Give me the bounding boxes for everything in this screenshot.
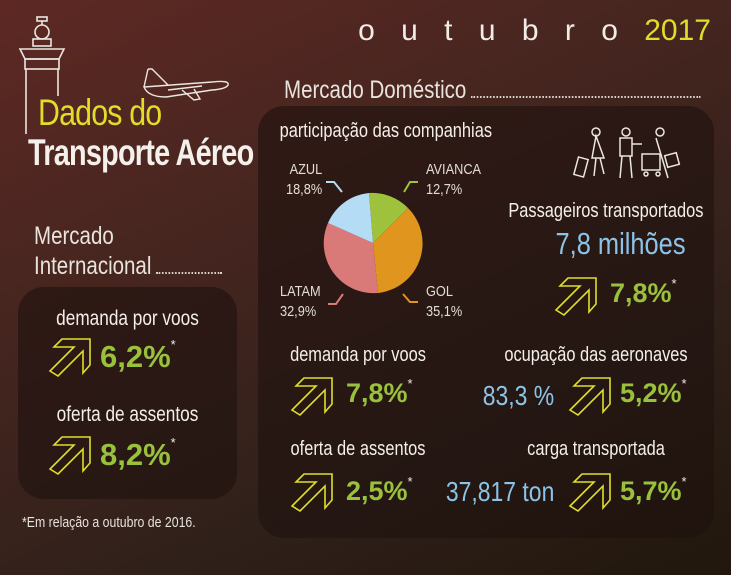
footnote-marker: * xyxy=(170,337,176,352)
intl-seats-change: 8,2%* xyxy=(100,435,176,473)
legend-label: LATAM xyxy=(280,283,321,300)
domestic-demand-change: 7,8%* xyxy=(346,376,413,409)
up-right-arrow-icon xyxy=(554,277,597,317)
up-right-arrow-icon xyxy=(568,473,611,513)
slice-gol xyxy=(373,208,423,293)
domestic-demand-label: demanda por voos xyxy=(290,344,426,366)
passengers-value: 7,8 milhões xyxy=(556,226,686,261)
dotted-leader xyxy=(156,272,222,274)
cargo-value: 37,817 ton xyxy=(445,476,554,507)
slice-avianca xyxy=(369,192,408,243)
title-line2: Transporte Aéreo xyxy=(28,132,254,173)
travelers-icon xyxy=(572,127,681,179)
domestic-seats-label: oferta de assentos xyxy=(290,438,426,460)
footnote-marker: * xyxy=(681,376,687,391)
change-value: 5,7% xyxy=(620,476,682,506)
legend-value: 18,8% xyxy=(286,181,323,198)
up-right-arrow-icon xyxy=(290,473,333,513)
legend-azul: AZUL 18,8% xyxy=(286,160,322,200)
slice-azul xyxy=(328,193,373,243)
change-value: 7,8% xyxy=(610,278,672,308)
up-right-arrow-icon xyxy=(48,436,91,476)
domestic-title: Mercado Doméstico xyxy=(284,76,701,105)
domestic-title-text: Mercado Doméstico xyxy=(284,76,467,104)
footnote-marker: * xyxy=(681,474,687,489)
domestic-seats-change: 2,5%* xyxy=(346,474,413,507)
legend-value: 12,7% xyxy=(426,181,463,198)
footnote-marker: * xyxy=(170,435,176,450)
occupancy-value: 83,3 % xyxy=(482,380,554,411)
legend-latam: LATAM 32,9% xyxy=(280,282,321,322)
cargo-change: 5,7%* xyxy=(620,474,687,507)
passengers-label: Passageiros transportados xyxy=(508,200,704,222)
airplane-icon xyxy=(142,68,229,101)
footnote-marker: * xyxy=(407,376,413,391)
intl-title-text: Internacional xyxy=(34,252,152,280)
occupancy-change: 5,2%* xyxy=(620,376,687,409)
control-tower-icon xyxy=(18,16,66,134)
change-value: 5,2% xyxy=(620,378,682,408)
legend-label: AVIANCA xyxy=(426,161,482,178)
market-share-pie xyxy=(323,181,423,305)
up-right-arrow-icon xyxy=(48,338,91,378)
up-right-arrow-icon xyxy=(290,377,333,417)
intl-seats-label: oferta de assentos xyxy=(56,403,199,426)
intl-title-line2: Internacional xyxy=(34,252,222,281)
legend-label: GOL xyxy=(426,283,453,300)
title-line1: Dados do xyxy=(38,92,162,133)
month-label: o u t u b r o xyxy=(358,14,627,47)
slice-latam xyxy=(323,223,378,294)
cargo-label: carga transportada xyxy=(527,438,665,460)
change-value: 2,5% xyxy=(346,476,408,506)
legend-value: 32,9% xyxy=(280,303,317,320)
legend-avianca: AVIANCA 12,7% xyxy=(426,160,481,200)
change-value: 6,2% xyxy=(100,339,171,374)
occupancy-label: ocupação das aeronaves xyxy=(504,344,688,366)
up-right-arrow-icon xyxy=(568,377,611,417)
change-value: 7,8% xyxy=(346,378,408,408)
change-value: 8,2% xyxy=(100,437,171,472)
year-label: 2017 xyxy=(644,14,711,47)
intl-demand-label: demanda por voos xyxy=(56,307,199,330)
legend-label: AZUL xyxy=(289,161,323,178)
month-year: o u t u b r o 2017 xyxy=(358,14,711,48)
intl-title-line1: Mercado xyxy=(34,222,114,250)
footnote: *Em relação a outubro de 2016. xyxy=(22,514,196,531)
domestic-box: participação das companhias AZUL 18,8% A… xyxy=(258,106,714,538)
intl-box: demanda por voos 6,2%* oferta de assento… xyxy=(18,287,237,499)
legend-gol: GOL 35,1% xyxy=(426,282,462,322)
passengers-change: 7,8%* xyxy=(610,276,677,309)
intl-demand-change: 6,2%* xyxy=(100,337,176,375)
share-title: participação das companhias xyxy=(279,120,493,142)
dotted-leader xyxy=(471,96,701,98)
footnote-marker: * xyxy=(671,276,677,291)
footnote-marker: * xyxy=(407,474,413,489)
legend-value: 35,1% xyxy=(426,303,463,320)
